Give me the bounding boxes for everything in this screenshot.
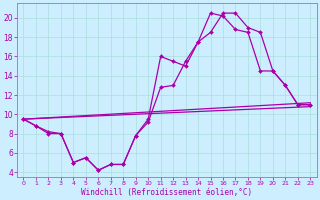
X-axis label: Windchill (Refroidissement éolien,°C): Windchill (Refroidissement éolien,°C) — [81, 188, 252, 197]
